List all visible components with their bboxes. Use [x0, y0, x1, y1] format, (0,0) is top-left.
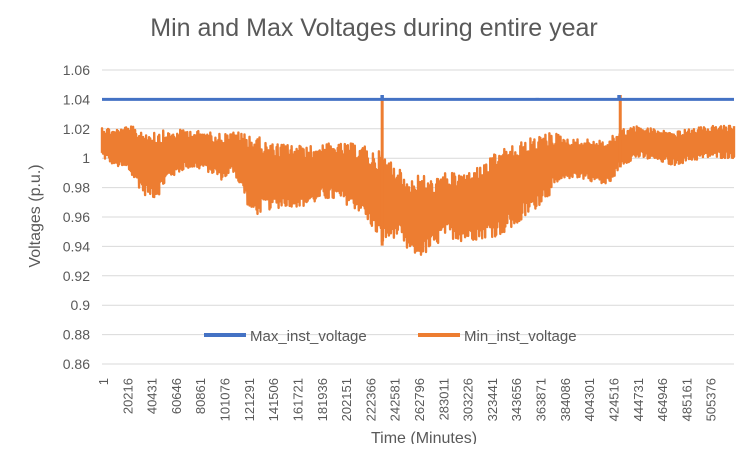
- y-tick-label: 1.06: [63, 62, 90, 78]
- x-tick-label: 40431: [145, 378, 160, 414]
- y-axis-label: Voltages (p.u.): [27, 164, 44, 267]
- x-tick-label: 60646: [169, 378, 184, 414]
- x-tick-label: 384086: [558, 378, 573, 421]
- x-tick-label: 202151: [339, 378, 354, 421]
- x-axis-label: Time (Minutes): [371, 430, 477, 444]
- y-tick-label: 1.02: [63, 121, 90, 137]
- x-tick-label: 323441: [485, 378, 500, 421]
- y-tick-label: 0.96: [63, 209, 90, 225]
- x-tick-label: 161721: [290, 378, 305, 421]
- y-axis-ticks: 1.06 1.04 1.02 1 0.98 0.96 0.94 0.92 0.9 0.88 0.86: [63, 62, 90, 372]
- x-tick-label: 262796: [412, 378, 427, 421]
- y-tick-label: 0.94: [63, 238, 90, 254]
- x-tick-label: 20216: [120, 378, 135, 414]
- x-tick-label: 343656: [509, 378, 524, 421]
- x-tick-label: 242581: [388, 378, 403, 421]
- y-tick-label: 0.98: [63, 180, 90, 196]
- x-tick-label: 303226: [461, 378, 476, 421]
- y-tick-label: 0.9: [71, 297, 91, 313]
- legend-label: Min_inst_voltage: [464, 328, 577, 345]
- x-tick-label: 464946: [655, 378, 670, 421]
- x-tick-label: 101076: [218, 378, 233, 421]
- x-tick-label: 505376: [704, 378, 719, 421]
- legend-item[interactable]: Min_inst_voltage: [418, 328, 577, 345]
- y-tick-label: 0.88: [63, 327, 90, 343]
- y-tick-label: 1: [82, 150, 90, 166]
- x-axis-ticks: 1 20216 40431 60646 80861 101076 121291 141506 1…: [96, 378, 719, 421]
- x-tick-label: 141506: [266, 378, 281, 421]
- x-tick-label: 181936: [315, 378, 330, 421]
- x-tick-label: 363871: [534, 378, 549, 421]
- x-tick-label: 283011: [436, 378, 451, 420]
- x-tick-label: 222366: [363, 378, 378, 421]
- y-tick-label: 0.86: [63, 356, 90, 372]
- series-layer: [100, 94, 736, 256]
- legend[interactable]: Max_inst_voltage Min_inst_voltage: [204, 328, 577, 345]
- x-tick-label: 1: [96, 378, 111, 385]
- y-tick-label: 0.92: [63, 268, 90, 284]
- legend-item[interactable]: Max_inst_voltage: [204, 328, 367, 345]
- x-tick-label: 80861: [193, 378, 208, 414]
- x-tick-label: 121291: [242, 378, 257, 421]
- x-tick-label: 404301: [582, 378, 597, 421]
- legend-label: Max_inst_voltage: [250, 328, 367, 345]
- series-min-inst-voltage: [100, 124, 736, 256]
- x-tick-label: 485161: [679, 378, 694, 421]
- y-tick-label: 1.04: [63, 91, 90, 107]
- chart-title: Min and Max Voltages during entire year: [150, 14, 597, 42]
- x-tick-label: 444731: [631, 378, 646, 421]
- x-tick-label: 424516: [606, 378, 621, 421]
